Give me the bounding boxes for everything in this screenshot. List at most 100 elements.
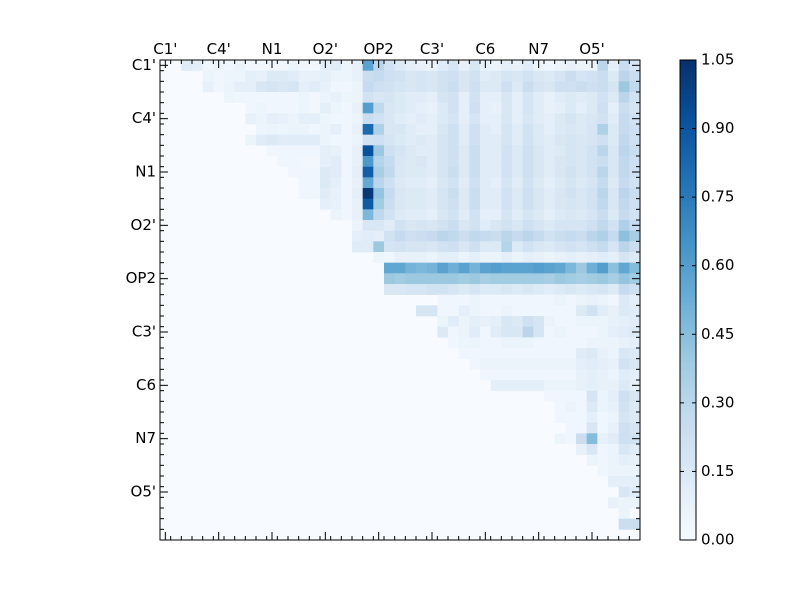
heatmap-cell xyxy=(512,284,523,295)
heatmap-cell xyxy=(586,198,598,210)
heatmap-cell xyxy=(629,390,641,402)
heatmap-cell xyxy=(618,241,630,253)
heatmap-cell xyxy=(437,177,449,189)
heatmap-cell xyxy=(458,305,470,317)
heatmap-cell xyxy=(437,305,449,317)
heatmap-cell xyxy=(544,145,555,157)
heatmap-cell xyxy=(512,380,523,391)
heatmap-cell xyxy=(330,188,342,199)
heatmap-cell xyxy=(362,156,374,167)
heatmap-cell xyxy=(565,252,577,263)
heatmap-cell xyxy=(565,294,577,306)
heatmap-cell xyxy=(416,92,427,103)
heatmap-cell xyxy=(512,102,523,114)
heatmap-cell xyxy=(586,284,598,295)
y-tick-label: N7 xyxy=(135,429,156,447)
heatmap-cell xyxy=(490,252,502,263)
heatmap-cell xyxy=(458,252,470,263)
heatmap-cell xyxy=(458,337,470,349)
heatmap-cell xyxy=(480,369,491,381)
heatmap-cell xyxy=(554,412,566,423)
heatmap-cell xyxy=(298,156,310,167)
heatmap-cell xyxy=(490,70,502,82)
heatmap-cell xyxy=(597,209,609,221)
heatmap-cell xyxy=(554,70,566,82)
heatmap-cell xyxy=(320,177,331,189)
heatmap-cell xyxy=(597,433,609,445)
colorbar-tick-label: 0.60 xyxy=(701,256,734,274)
heatmap-cell xyxy=(554,145,566,157)
heatmap-cell xyxy=(448,81,459,93)
heatmap-cell xyxy=(448,294,459,306)
heatmap-cell xyxy=(629,198,641,210)
heatmap-cell xyxy=(576,124,587,135)
heatmap-cell xyxy=(437,326,449,338)
heatmap-cell xyxy=(597,92,609,103)
heatmap-cell xyxy=(565,284,577,295)
heatmap-cell xyxy=(618,102,630,114)
heatmap-cell xyxy=(490,81,502,93)
heatmap-cell xyxy=(586,145,598,157)
heatmap-cell xyxy=(501,305,513,317)
heatmap-cell xyxy=(576,113,587,125)
heatmap-cell xyxy=(298,177,310,189)
heatmap-cell xyxy=(362,230,374,242)
heatmap-cell xyxy=(362,198,374,210)
heatmap-cell xyxy=(394,230,406,242)
heatmap-cell xyxy=(330,102,342,114)
heatmap-cell xyxy=(405,262,417,274)
heatmap-cell xyxy=(448,92,459,103)
heatmap-cell xyxy=(480,294,491,306)
y-tick-label: O5' xyxy=(131,483,156,501)
heatmap-cell xyxy=(458,92,470,103)
x-tick-label: C3' xyxy=(420,40,444,58)
heatmap-cell xyxy=(480,177,491,189)
heatmap-cell xyxy=(480,252,491,263)
heatmap-cell xyxy=(277,145,289,157)
heatmap-cell xyxy=(469,209,481,221)
heatmap-cell xyxy=(298,166,310,178)
heatmap-cell xyxy=(512,70,523,82)
heatmap-cell xyxy=(490,220,502,231)
heatmap-cell xyxy=(458,348,470,359)
heatmap-cell xyxy=(490,358,502,370)
heatmap-cell xyxy=(565,124,577,135)
y-tick-labels: C1' C4' N1 O2' OP2 C3' C6 N7 O5' xyxy=(126,56,156,501)
heatmap-cell xyxy=(458,60,470,71)
heatmap-cell xyxy=(341,113,353,125)
heatmap-cell xyxy=(565,102,577,114)
heatmap-cell xyxy=(554,113,566,125)
heatmap-cell xyxy=(341,134,353,146)
heatmap-cell xyxy=(608,102,619,114)
heatmap-cell xyxy=(330,166,342,178)
heatmap-cell xyxy=(341,177,353,189)
heatmap-cell xyxy=(533,316,545,327)
heatmap-cell xyxy=(480,156,491,167)
heatmap-cell xyxy=(554,273,566,285)
heatmap-cell xyxy=(597,166,609,178)
heatmap-cell xyxy=(288,166,299,178)
heatmap-cell xyxy=(490,145,502,157)
heatmap-cell xyxy=(501,252,513,263)
heatmap-cell xyxy=(480,102,491,114)
heatmap-cell xyxy=(352,113,363,125)
heatmap-cell xyxy=(533,294,545,306)
heatmap-cell xyxy=(608,422,619,434)
major-ticks xyxy=(160,60,640,540)
heatmap-cell xyxy=(533,124,545,135)
heatmap-cell xyxy=(448,305,459,317)
heatmap-cell xyxy=(629,369,641,381)
heatmap-cell xyxy=(256,70,267,82)
heatmap-cell xyxy=(373,177,385,189)
heatmap-cell xyxy=(202,60,214,71)
heatmap-cell xyxy=(352,134,363,146)
heatmap-cell xyxy=(597,401,609,413)
heatmap-cell xyxy=(352,177,363,189)
heatmap-cell xyxy=(490,113,502,125)
heatmap-cell xyxy=(576,326,587,338)
heatmap-cell xyxy=(458,166,470,178)
heatmap-cell xyxy=(608,134,619,146)
heatmap-cell xyxy=(458,102,470,114)
heatmap-cell xyxy=(597,102,609,114)
heatmap-cell xyxy=(544,113,555,125)
